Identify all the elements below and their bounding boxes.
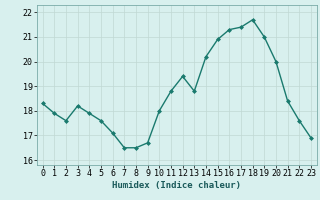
X-axis label: Humidex (Indice chaleur): Humidex (Indice chaleur) bbox=[112, 181, 241, 190]
